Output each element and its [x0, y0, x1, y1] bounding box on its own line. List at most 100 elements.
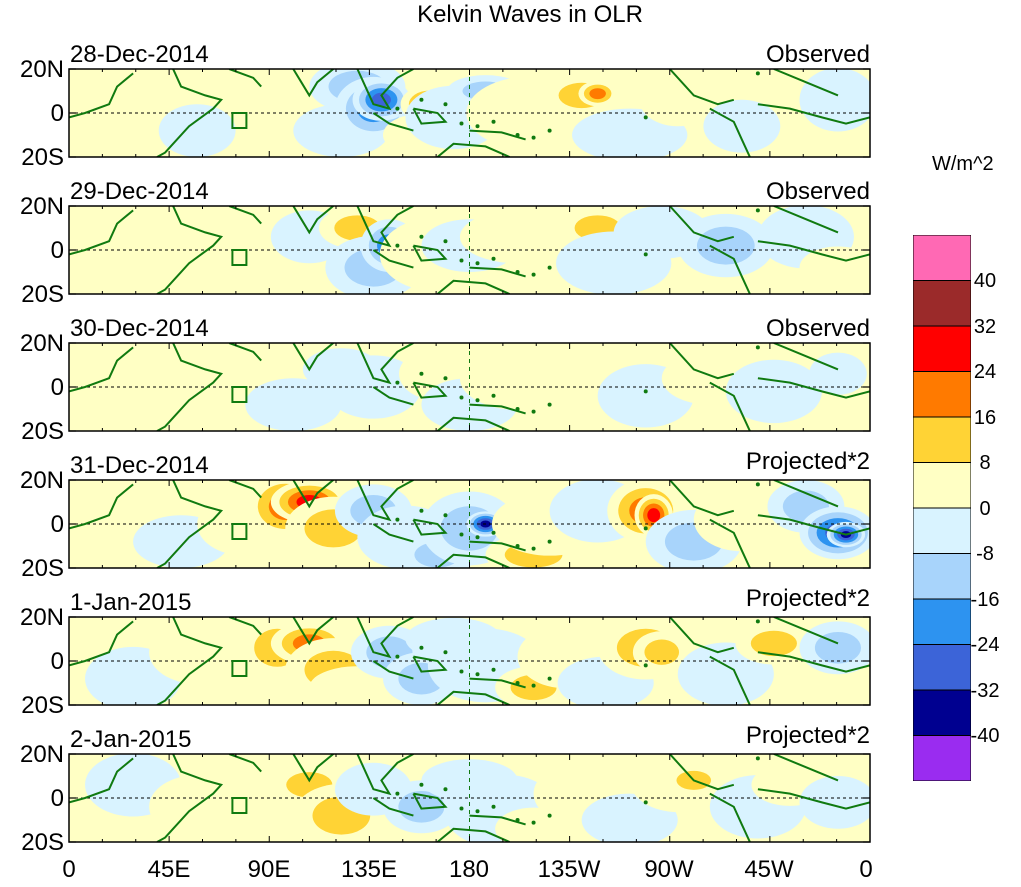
island	[443, 513, 448, 518]
lat-label-20s: 20S	[21, 555, 64, 582]
coastline	[709, 107, 751, 157]
coastline	[156, 206, 224, 294]
colorbar-tick: -24	[970, 634, 1000, 656]
colorbar-segment	[913, 462, 971, 509]
island	[475, 809, 480, 814]
lat-label-eq: 0	[50, 100, 64, 127]
map-panel-5	[68, 753, 871, 843]
island	[531, 135, 536, 140]
coastline	[69, 483, 134, 530]
coastline	[228, 617, 262, 636]
panel-label-type-4: Projected*2	[745, 585, 870, 612]
lon-label-90w: 90W	[644, 856, 694, 883]
island	[395, 654, 400, 659]
colorbar-segment	[913, 235, 971, 281]
colorbar-segment	[913, 644, 971, 691]
colorbar	[913, 235, 971, 781]
reference-box	[231, 112, 248, 129]
lat-label-20s: 20S	[21, 281, 64, 308]
panel-label-date-0: 28-Dec-2014	[70, 41, 209, 68]
coastline	[372, 797, 414, 817]
coastline	[469, 677, 526, 689]
lat-label-20n: 20N	[19, 56, 64, 83]
coastline	[69, 346, 134, 393]
coastline	[669, 617, 735, 654]
island	[547, 813, 552, 818]
island	[531, 820, 536, 825]
map-panel-0	[68, 68, 871, 158]
lat-label-20n: 20N	[19, 604, 64, 631]
lon-label-0: 0	[62, 856, 76, 883]
lon-label-135e: 135E	[340, 856, 398, 883]
island	[395, 106, 400, 111]
island	[475, 124, 480, 129]
coastline	[412, 381, 448, 399]
map-panel-4	[68, 616, 871, 706]
island	[459, 395, 464, 400]
olr-anomaly-blob	[149, 775, 246, 839]
island	[419, 645, 424, 650]
lon-label-180: 180	[448, 856, 490, 883]
island	[459, 258, 464, 263]
coastline	[709, 792, 751, 842]
colorbar-tick: 40	[973, 270, 997, 292]
coastline	[773, 480, 839, 508]
reference-box	[231, 523, 248, 540]
lat-label-eq: 0	[50, 511, 64, 538]
olr-anomaly-blob	[647, 508, 661, 523]
panel-label-type-2: Observed	[765, 315, 870, 342]
olr-anomaly-blob	[85, 364, 182, 428]
coastline	[372, 249, 414, 269]
island	[419, 508, 424, 513]
coastline	[228, 343, 262, 362]
island	[755, 482, 760, 487]
island	[475, 398, 480, 403]
island	[755, 71, 760, 76]
coastline	[773, 69, 839, 97]
island	[491, 667, 496, 672]
coastline	[69, 620, 134, 667]
island	[515, 407, 520, 411]
colorbar-segment	[913, 735, 971, 781]
island	[419, 371, 424, 376]
coastline	[773, 617, 839, 645]
coastline	[356, 343, 414, 385]
map-panel-3	[68, 479, 871, 569]
lat-label-20n: 20N	[19, 741, 64, 768]
coastline	[69, 72, 134, 119]
lat-label-20s: 20S	[21, 692, 64, 719]
coastline	[292, 69, 334, 98]
coastline	[669, 206, 735, 243]
island	[643, 800, 648, 805]
coastline	[292, 754, 334, 783]
panel-label-type-3: Projected*2	[745, 448, 870, 475]
olr-anomaly-blob	[725, 359, 822, 424]
island	[531, 683, 536, 688]
island	[547, 539, 552, 544]
olr-anomaly-blob	[158, 104, 236, 157]
island	[491, 393, 496, 398]
coastline	[757, 788, 870, 810]
olr-anomaly-blob	[325, 355, 422, 419]
colorbar-tick: -16	[970, 589, 1000, 611]
coastline	[669, 480, 735, 517]
island	[443, 787, 448, 792]
colorbar-segment	[913, 325, 971, 372]
island	[547, 402, 552, 407]
coastline	[412, 107, 448, 125]
olr-anomaly-blob	[644, 639, 680, 665]
colorbar-segment	[913, 507, 971, 554]
island	[491, 804, 496, 809]
island	[755, 619, 760, 624]
island	[475, 261, 480, 266]
coastline	[69, 209, 134, 256]
olr-anomaly-blob	[459, 346, 576, 410]
coastline	[773, 206, 839, 234]
island	[491, 119, 496, 124]
lat-label-eq: 0	[50, 785, 64, 812]
coastline	[709, 244, 751, 294]
chart-title: Kelvin Waves in OLR	[417, 1, 643, 28]
colorbar-segment	[913, 371, 971, 418]
coastline	[773, 754, 839, 782]
coastline	[757, 377, 870, 399]
